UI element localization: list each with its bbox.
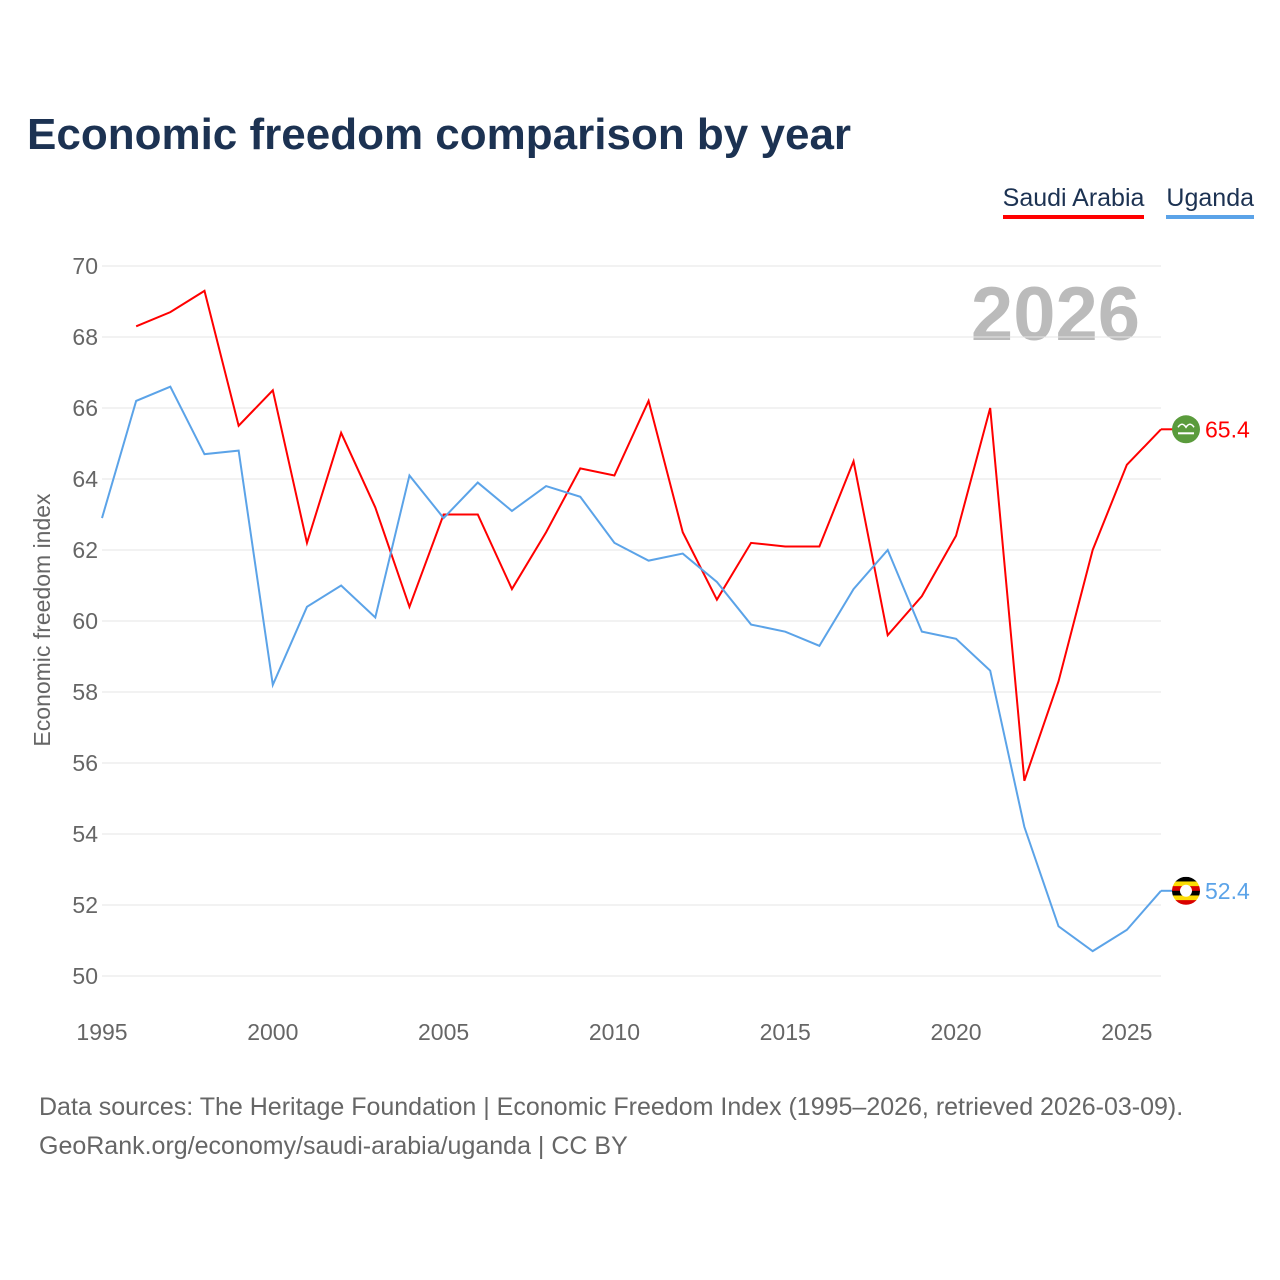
legend: Saudi Arabia Uganda — [1002, 184, 1254, 219]
saudi-arabia-flag-icon — [1172, 415, 1200, 444]
y-axis-label: Economic freedom index — [29, 493, 55, 747]
y-tick-label: 68 — [72, 324, 98, 350]
source-line-1: Data sources: The Heritage Foundation | … — [39, 1093, 1184, 1121]
y-tick-label: 52 — [72, 892, 98, 918]
legend-uganda[interactable]: Uganda — [1166, 184, 1254, 219]
y-tick-label: 50 — [72, 963, 98, 989]
end-value-label: 65.4 — [1205, 416, 1250, 442]
series-line-uganda[interactable] — [101, 385, 1162, 953]
y-tick-label: 64 — [72, 466, 98, 492]
x-tick-label: 2005 — [418, 1019, 469, 1045]
x-tick-label: 2010 — [589, 1019, 640, 1045]
y-tick-label: 54 — [72, 821, 98, 847]
y-tick-label: 58 — [72, 679, 98, 705]
x-tick-label: 2000 — [247, 1019, 298, 1045]
end-value-label: 52.4 — [1205, 878, 1250, 904]
legend-saudi-arabia[interactable]: Saudi Arabia — [1002, 184, 1145, 219]
x-tick-label: 2015 — [760, 1019, 811, 1045]
x-tick-label: 1995 — [76, 1019, 127, 1045]
chart-title: Economic freedom comparison by year — [27, 110, 852, 159]
y-tick-label: 56 — [72, 750, 98, 776]
source-line-2[interactable]: GeoRank.org/economy/saudi-arabia/uganda … — [39, 1132, 628, 1160]
y-tick-label: 60 — [72, 608, 98, 634]
year-watermark: 2026 — [971, 272, 1140, 357]
y-tick-label: 70 — [72, 253, 98, 279]
y-tick-label: 62 — [72, 537, 98, 563]
uganda-flag-icon — [1172, 876, 1200, 905]
y-tick-label: 66 — [72, 395, 98, 421]
series-line-saudi-arabia[interactable] — [135, 289, 1162, 782]
x-tick-label: 2020 — [930, 1019, 981, 1045]
x-tick-label: 2025 — [1101, 1019, 1152, 1045]
